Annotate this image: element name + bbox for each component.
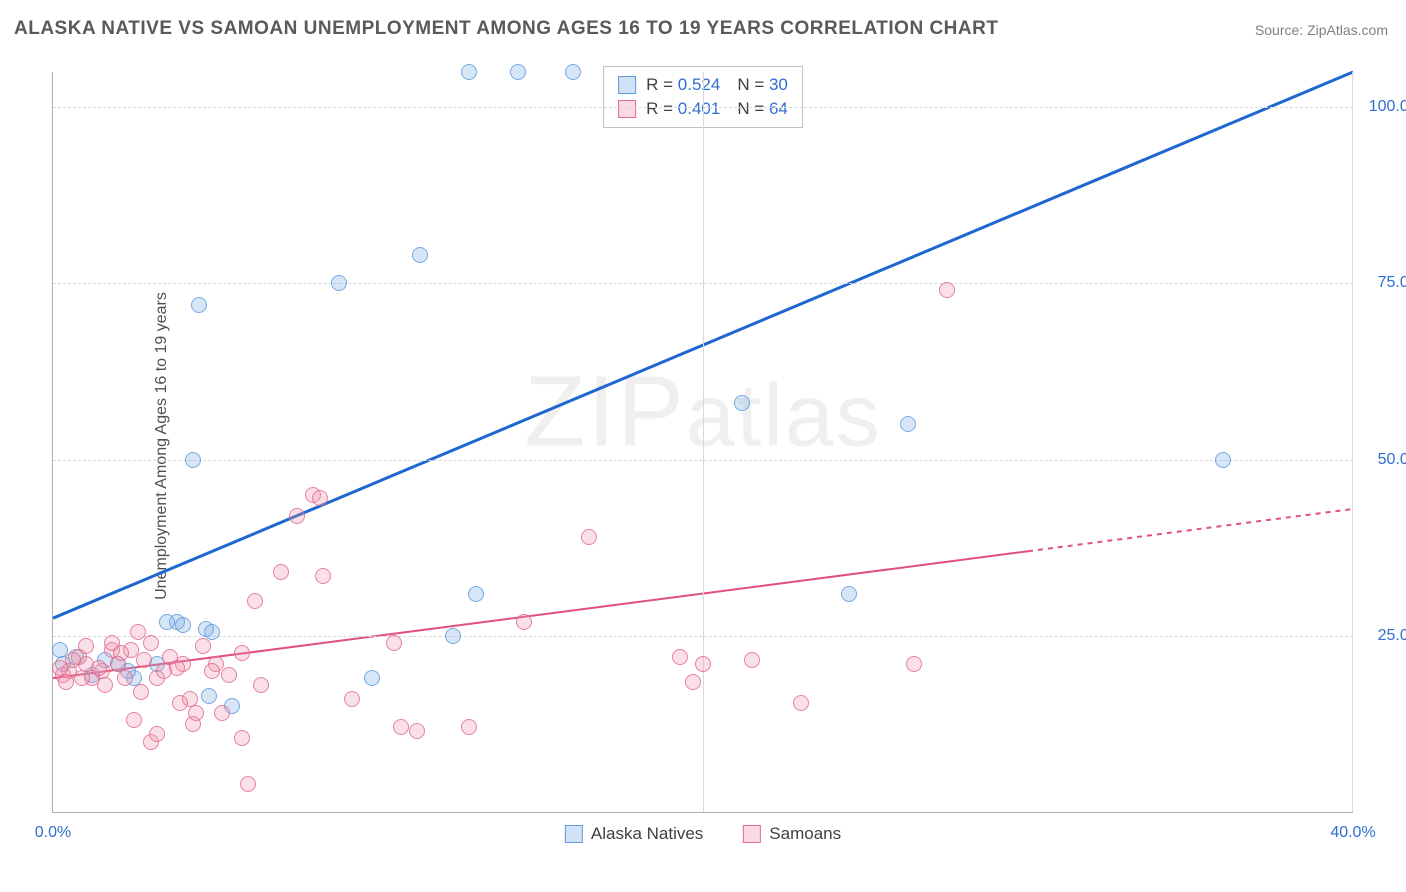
scatter-point <box>793 695 809 711</box>
scatter-point <box>445 628 461 644</box>
trend-line-extension <box>1028 509 1353 551</box>
scatter-point <box>156 663 172 679</box>
plot-area: ZIPatlas R = 0.524 N = 30R = 0.401 N = 6… <box>52 72 1353 813</box>
scatter-point <box>468 586 484 602</box>
x-tick-label: 40.0% <box>1330 824 1375 842</box>
scatter-point <box>273 564 289 580</box>
y-tick-label: 75.0% <box>1363 274 1406 292</box>
legend-item: Alaska Natives <box>565 824 703 844</box>
scatter-point <box>939 282 955 298</box>
scatter-point <box>906 656 922 672</box>
legend-item: Samoans <box>743 824 841 844</box>
scatter-point <box>565 64 581 80</box>
scatter-point <box>204 663 220 679</box>
scatter-point <box>221 667 237 683</box>
y-tick-label: 100.0% <box>1363 98 1406 116</box>
scatter-point <box>1215 452 1231 468</box>
scatter-point <box>516 614 532 630</box>
stats-text: R = 0.401 N = 64 <box>646 97 788 121</box>
scatter-point <box>315 568 331 584</box>
vgridline <box>703 72 704 812</box>
scatter-point <box>136 652 152 668</box>
source-name: ZipAtlas.com <box>1307 22 1388 38</box>
scatter-point <box>900 416 916 432</box>
legend-label: Samoans <box>769 824 841 844</box>
vgridline <box>1352 72 1353 812</box>
scatter-point <box>312 490 328 506</box>
scatter-point <box>74 670 90 686</box>
scatter-point <box>185 452 201 468</box>
scatter-point <box>78 638 94 654</box>
scatter-point <box>191 297 207 313</box>
scatter-point <box>91 660 107 676</box>
scatter-point <box>234 645 250 661</box>
scatter-point <box>409 723 425 739</box>
scatter-point <box>695 656 711 672</box>
y-tick-label: 50.0% <box>1363 451 1406 469</box>
scatter-point <box>172 695 188 711</box>
scatter-point <box>117 670 133 686</box>
series-swatch <box>618 76 636 94</box>
scatter-point <box>188 705 204 721</box>
legend-label: Alaska Natives <box>591 824 703 844</box>
scatter-point <box>240 776 256 792</box>
scatter-point <box>461 64 477 80</box>
source-attribution: Source: ZipAtlas.com <box>1255 22 1388 38</box>
scatter-point <box>149 726 165 742</box>
source-prefix: Source: <box>1255 22 1307 38</box>
scatter-point <box>461 719 477 735</box>
scatter-point <box>289 508 305 524</box>
scatter-point <box>201 688 217 704</box>
scatter-point <box>175 617 191 633</box>
scatter-point <box>364 670 380 686</box>
scatter-point <box>204 624 220 640</box>
series-swatch <box>743 825 761 843</box>
legend: Alaska Natives Samoans <box>565 824 841 844</box>
scatter-point <box>126 712 142 728</box>
scatter-point <box>133 684 149 700</box>
x-tick-label: 0.0% <box>35 824 71 842</box>
scatter-point <box>159 614 175 630</box>
scatter-point <box>253 677 269 693</box>
scatter-point <box>412 247 428 263</box>
scatter-point <box>247 593 263 609</box>
chart-title: ALASKA NATIVE VS SAMOAN UNEMPLOYMENT AMO… <box>14 18 998 40</box>
scatter-point <box>113 645 129 661</box>
scatter-point <box>65 652 81 668</box>
scatter-point <box>97 677 113 693</box>
chart-container: ALASKA NATIVE VS SAMOAN UNEMPLOYMENT AMO… <box>0 0 1406 892</box>
series-swatch <box>565 825 583 843</box>
scatter-point <box>143 635 159 651</box>
trend-line <box>53 551 1028 678</box>
scatter-point <box>685 674 701 690</box>
scatter-point <box>195 638 211 654</box>
scatter-point <box>234 730 250 746</box>
scatter-point <box>386 635 402 651</box>
scatter-point <box>734 395 750 411</box>
scatter-point <box>393 719 409 735</box>
scatter-point <box>672 649 688 665</box>
y-tick-label: 25.0% <box>1363 627 1406 645</box>
scatter-point <box>58 674 74 690</box>
scatter-point <box>841 586 857 602</box>
series-swatch <box>618 100 636 118</box>
scatter-point <box>581 529 597 545</box>
scatter-point <box>344 691 360 707</box>
scatter-point <box>744 652 760 668</box>
stats-text: R = 0.524 N = 30 <box>646 73 788 97</box>
scatter-point <box>510 64 526 80</box>
scatter-point <box>331 275 347 291</box>
scatter-point <box>214 705 230 721</box>
